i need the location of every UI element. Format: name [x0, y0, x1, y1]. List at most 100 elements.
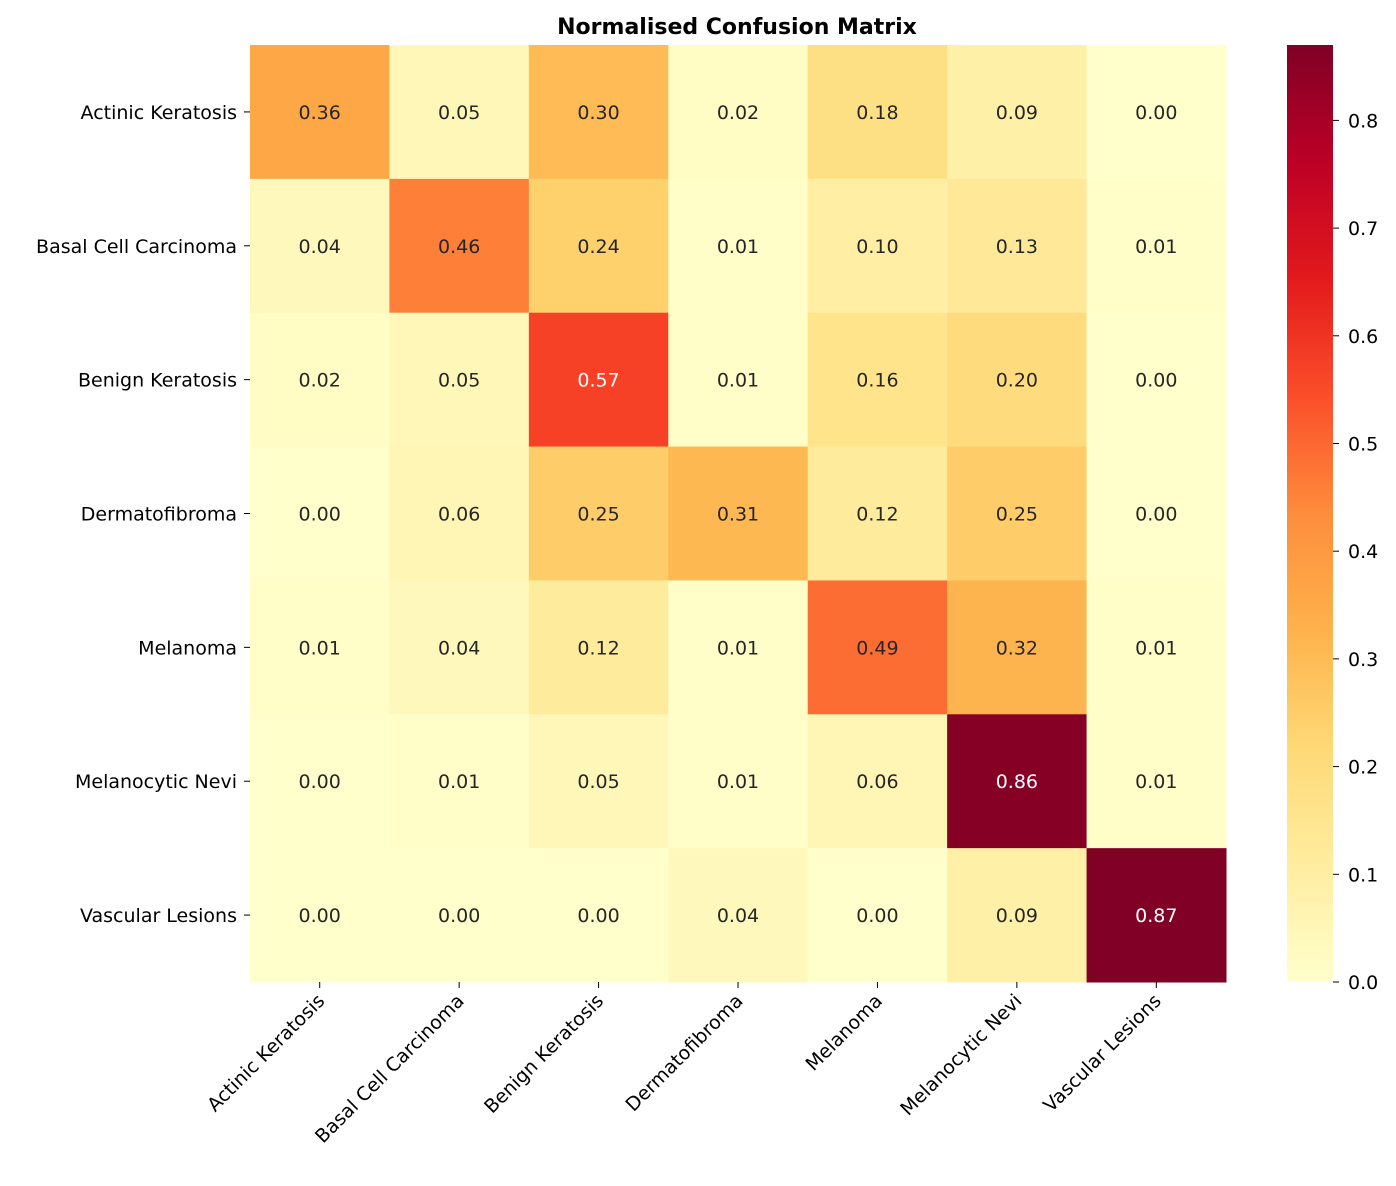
- heatmap-cell: [1086, 714, 1227, 849]
- cell-value-label: 0.04: [717, 905, 759, 927]
- cell-value-label: 0.24: [577, 236, 619, 258]
- column-label: Melanoma: [802, 990, 887, 1075]
- heatmap-cell: [528, 312, 669, 448]
- cell-value-label: 0.01: [1135, 771, 1177, 793]
- cell-value-label: 0.12: [577, 637, 619, 659]
- cell-value-label: 0.00: [299, 905, 341, 927]
- heatmap-cell: [528, 178, 669, 314]
- cell-value-label: 0.25: [996, 504, 1038, 526]
- cell-value-label: 0.36: [299, 102, 341, 124]
- row-label: Dermatofibroma: [81, 504, 237, 526]
- cell-value-label: 0.01: [1135, 236, 1177, 258]
- heatmap-cell: [807, 45, 948, 180]
- heatmap-cell: [947, 178, 1088, 314]
- cell-value-label: 0.06: [438, 504, 480, 526]
- colorbar-tick-label: 0.1: [1348, 864, 1378, 886]
- row-label: Actinic Keratosis: [81, 102, 237, 124]
- heatmap-cell: [807, 580, 948, 715]
- heatmap-cell: [250, 714, 390, 849]
- cell-value-label: 0.02: [299, 370, 341, 392]
- cell-value-label: 0.57: [577, 370, 619, 392]
- heatmap-cell: [250, 312, 390, 448]
- heatmap-cell: [389, 446, 530, 581]
- heatmap-cell: [807, 848, 948, 983]
- heatmap-cell: [250, 45, 390, 180]
- cell-value-label: 0.05: [438, 370, 480, 392]
- heatmap-cell: [947, 580, 1088, 715]
- heatmap-cell: [668, 848, 809, 983]
- heatmap-cells: 0.36 0.05 0.30 0.02 0.18 0.09 0.00 0.04 0.46 0.24…: [250, 45, 1227, 983]
- colorbar-tick-label: 0.7: [1348, 218, 1378, 240]
- heatmap-cell: [250, 580, 390, 715]
- cell-value-label: 0.00: [856, 905, 898, 927]
- cell-value-label: 0.00: [1135, 102, 1177, 124]
- cell-value-label: 0.13: [996, 236, 1038, 258]
- heatmap-cell: [389, 45, 530, 180]
- heatmap-cell: [389, 714, 530, 849]
- cell-value-label: 0.01: [1135, 637, 1177, 659]
- heatmap-cell: [1086, 45, 1227, 180]
- column-label: Benign Keratosis: [480, 990, 608, 1118]
- cell-value-label: 0.01: [717, 236, 759, 258]
- cell-value-label: 0.09: [996, 905, 1038, 927]
- heatmap-cell: [668, 45, 809, 180]
- cell-value-label: 0.30: [577, 102, 619, 124]
- column-label: Actinic Keratosis: [203, 990, 329, 1116]
- row-label: Benign Keratosis: [78, 370, 237, 392]
- cell-value-label: 0.01: [717, 637, 759, 659]
- cell-value-label: 0.00: [1135, 370, 1177, 392]
- heatmap-cell: [807, 714, 948, 849]
- row-labels: Actinic Keratosis Basal Cell Carcinoma Ben…: [36, 102, 250, 927]
- row-label: Melanoma: [138, 637, 237, 659]
- cell-value-label: 0.49: [856, 637, 898, 659]
- heatmap-cell: [528, 848, 669, 983]
- cell-value-label: 0.04: [438, 637, 480, 659]
- cell-value-label: 0.87: [1135, 905, 1177, 927]
- heatmap-cell: [250, 178, 390, 314]
- heatmap-cell: [250, 848, 390, 983]
- colorbar-tick-label: 0.4: [1348, 541, 1378, 563]
- cell-value-label: 0.16: [856, 370, 898, 392]
- cell-value-label: 0.05: [438, 102, 480, 124]
- heatmap-cell: [528, 580, 669, 715]
- heatmap-cell: [1086, 178, 1227, 314]
- cell-value-label: 0.01: [299, 637, 341, 659]
- colorbar: [1287, 45, 1333, 982]
- column-label: Dermatofibroma: [622, 990, 748, 1116]
- heatmap-cell: [668, 446, 809, 581]
- heatmap-cell: [389, 848, 530, 983]
- cell-value-label: 0.01: [717, 370, 759, 392]
- heatmap-cell: [389, 312, 530, 448]
- row-label: Vascular Lesions: [80, 905, 237, 927]
- column-label: Basal Cell Carcinoma: [311, 990, 469, 1148]
- heatmap-cell: [668, 312, 809, 448]
- colorbar-tick-label: 0.3: [1348, 649, 1378, 671]
- heatmap-cell: [528, 45, 669, 180]
- heatmap-cell: [947, 714, 1088, 849]
- cell-value-label: 0.31: [717, 504, 759, 526]
- heatmap-cell: [1086, 446, 1227, 581]
- heatmap-cell: [1086, 848, 1227, 983]
- heatmap-cell: [668, 714, 809, 849]
- cell-value-label: 0.01: [717, 771, 759, 793]
- cell-value-label: 0.46: [438, 236, 480, 258]
- cell-value-label: 0.32: [996, 637, 1038, 659]
- cell-value-label: 0.04: [299, 236, 341, 258]
- colorbar-tick-label: 0.0: [1348, 972, 1378, 994]
- cell-value-label: 0.10: [856, 236, 898, 258]
- column-label: Vascular Lesions: [1039, 990, 1166, 1117]
- heatmap-cell: [947, 312, 1088, 448]
- colorbar-tick-label: 0.8: [1348, 110, 1378, 132]
- heatmap-cell: [528, 446, 669, 581]
- heatmap-cell: [807, 446, 948, 581]
- cell-value-label: 0.00: [438, 905, 480, 927]
- heatmap-cell: [668, 178, 809, 314]
- colorbar-tick-label: 0.6: [1348, 326, 1378, 348]
- heatmap-cell: [947, 848, 1088, 983]
- cell-value-label: 0.00: [299, 771, 341, 793]
- cell-value-label: 0.00: [1135, 504, 1177, 526]
- heatmap-cell: [947, 446, 1088, 581]
- cell-value-label: 0.12: [856, 504, 898, 526]
